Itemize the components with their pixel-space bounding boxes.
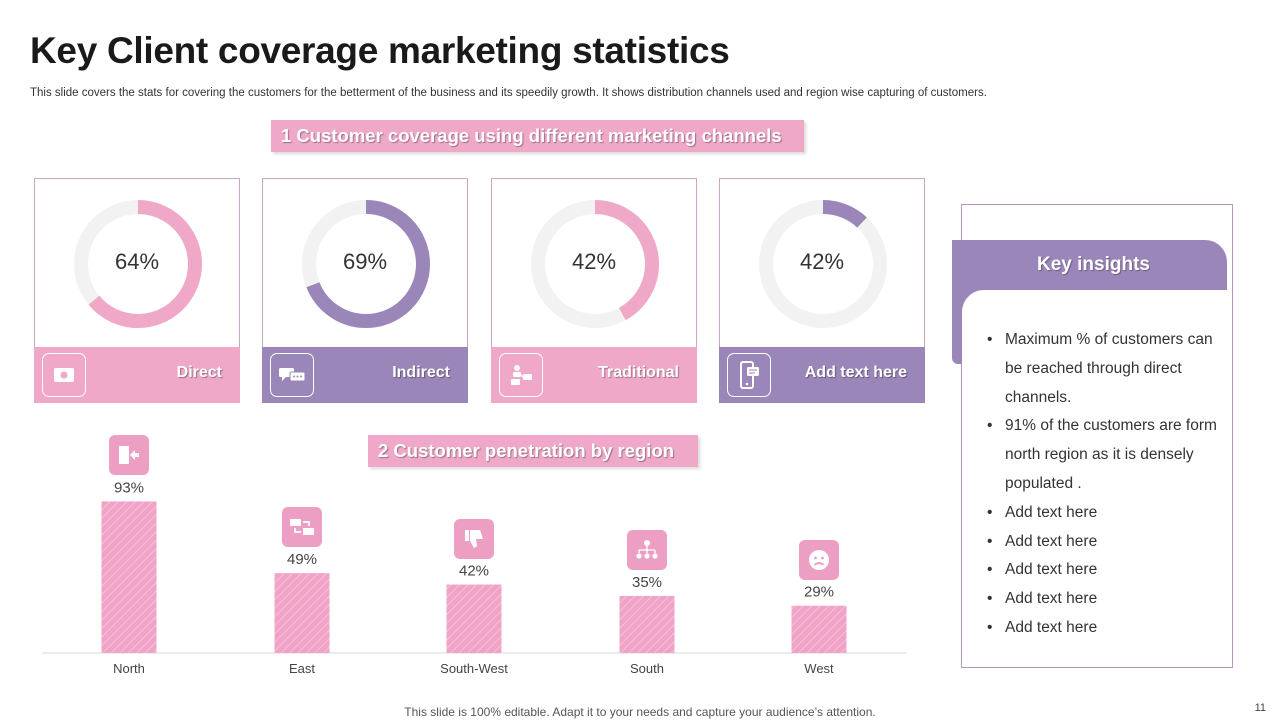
insight-item: 91% of the customers are form north regi…: [987, 412, 1217, 498]
mobile-message-icon: [727, 353, 771, 397]
insight-item: Maximum % of customers can be reached th…: [987, 326, 1217, 412]
chat-icon: [270, 353, 314, 397]
channel-card-indirect: 69% Indirect: [262, 178, 468, 403]
page-number: 11: [1254, 702, 1266, 714]
x-tick-label: West: [804, 661, 834, 676]
page-title: Key Client coverage marketing statistics: [30, 30, 730, 71]
donut-arc: [302, 200, 430, 328]
channel-label: Add text here: [804, 364, 907, 381]
channel-footer: Direct: [34, 347, 240, 403]
bar-north: [101, 501, 157, 653]
channel-card-direct: 64% Direct: [34, 178, 240, 403]
donut-chart: [759, 200, 887, 328]
section-2-banner: 2 Customer penetration by region: [368, 435, 698, 467]
channel-footer: Traditional: [491, 347, 697, 403]
x-tick-label: East: [289, 661, 315, 676]
footer-note: This slide is 100% editable. Adapt it to…: [404, 705, 876, 719]
exit-icon: [109, 435, 149, 476]
donut-arc: [531, 200, 659, 328]
channel-card-traditional: 42% Traditional: [491, 178, 697, 403]
channel-percent: 64%: [114, 249, 160, 274]
bar-south-west: [446, 584, 502, 653]
insights-title: Key insights: [1037, 254, 1150, 275]
bar-east: [274, 573, 330, 653]
insight-item: Add text here: [987, 528, 1217, 557]
donut-chart: [531, 200, 659, 328]
bar-west: [791, 605, 847, 653]
donut-chart: [74, 200, 202, 328]
bar-south: [619, 595, 675, 653]
insight-item: Add text here: [987, 499, 1217, 528]
bar-value-label: 49%: [287, 551, 317, 568]
bar-value-label: 35%: [632, 574, 662, 591]
transfer-icon: [282, 507, 322, 548]
channel-footer: Add text here: [719, 347, 925, 403]
donut-chart: [302, 200, 430, 328]
section-1-banner: 1 Customer coverage using different mark…: [271, 120, 804, 152]
x-tick-label: South: [630, 661, 664, 676]
channel-percent: 42%: [571, 249, 617, 274]
donut-arc: [74, 200, 202, 328]
money-icon: [42, 353, 86, 397]
network-icon: [627, 529, 667, 570]
channel-card-add-text: 42% Add text here: [719, 178, 925, 403]
channel-footer: Indirect: [262, 347, 468, 403]
bar-value-label: 42%: [459, 563, 489, 580]
x-tick-label: South-West: [440, 661, 508, 676]
insights-list: Maximum % of customers can be reached th…: [987, 326, 1217, 643]
bar-value-label: 93%: [114, 479, 144, 496]
thumbs-down-icon: [454, 518, 494, 559]
channel-percent: 42%: [799, 249, 845, 274]
insight-item: Add text here: [987, 556, 1217, 585]
donut-arc: [759, 200, 887, 328]
channel-label: Direct: [176, 364, 222, 381]
bar-value-label: 29%: [804, 584, 834, 601]
channel-percent: 69%: [342, 249, 388, 274]
sad-face-icon: [799, 539, 839, 580]
channel-label: Indirect: [392, 364, 450, 381]
x-tick-label: North: [113, 661, 145, 676]
insight-item: Add text here: [987, 585, 1217, 614]
page-subtitle: This slide covers the stats for covering…: [30, 87, 987, 99]
insight-item: Add text here: [987, 614, 1217, 643]
channel-label: Traditional: [598, 364, 679, 381]
org-chart-icon: [499, 353, 543, 397]
